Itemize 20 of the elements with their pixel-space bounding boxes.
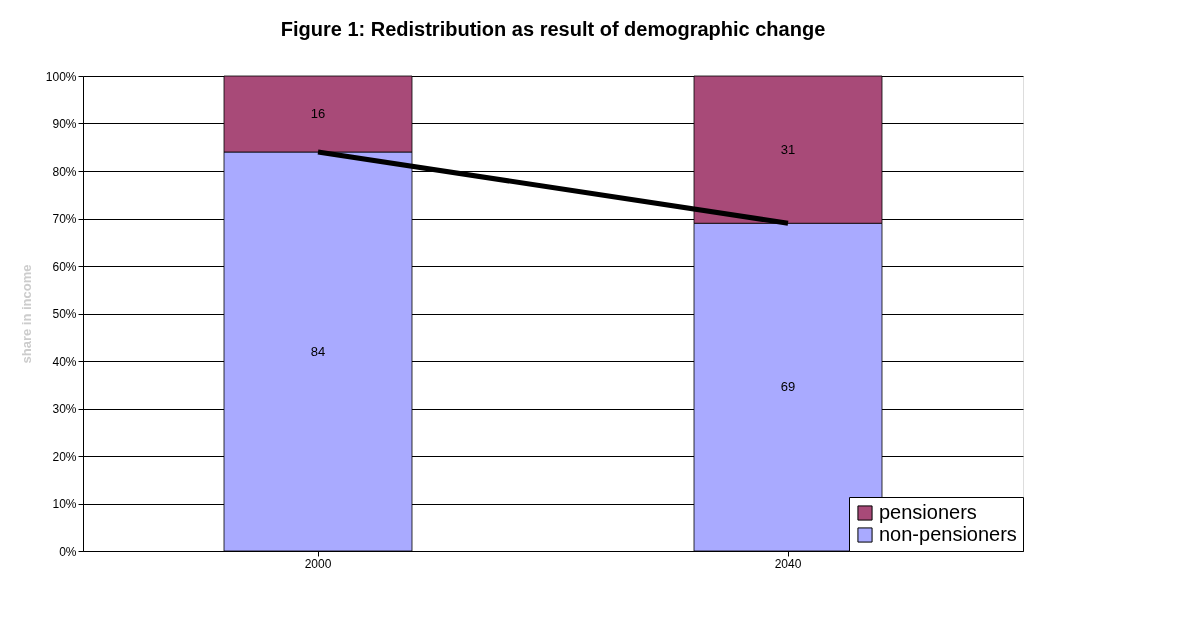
y-tick-label: 0% — [59, 544, 77, 559]
legend-label: pensioners — [879, 501, 977, 523]
chart-title: Figure 1: Redistribution as result of demographic change — [280, 18, 826, 40]
y-tick-label: 50% — [52, 307, 77, 321]
data-label: 69 — [780, 379, 796, 395]
y-tick-label: 100% — [45, 69, 77, 84]
y-tick-label: 20% — [52, 449, 77, 464]
y-tick-label: 10% — [52, 497, 77, 511]
legend-label: non-pensioners — [879, 523, 1017, 545]
y-tick-label: 70% — [52, 212, 77, 226]
y-tick-label: 90% — [52, 117, 77, 131]
data-label: 84 — [310, 343, 326, 359]
y-tick-label: 80% — [52, 164, 77, 179]
y-tick-label: 40% — [52, 354, 77, 369]
y-tick-label: 60% — [52, 259, 77, 274]
x-tick-label: 2000 — [304, 556, 332, 571]
data-label: 16 — [310, 106, 326, 121]
y-tick-label: 30% — [52, 402, 77, 416]
x-tick-label: 2040 — [774, 556, 802, 571]
data-label: 31 — [780, 141, 796, 157]
